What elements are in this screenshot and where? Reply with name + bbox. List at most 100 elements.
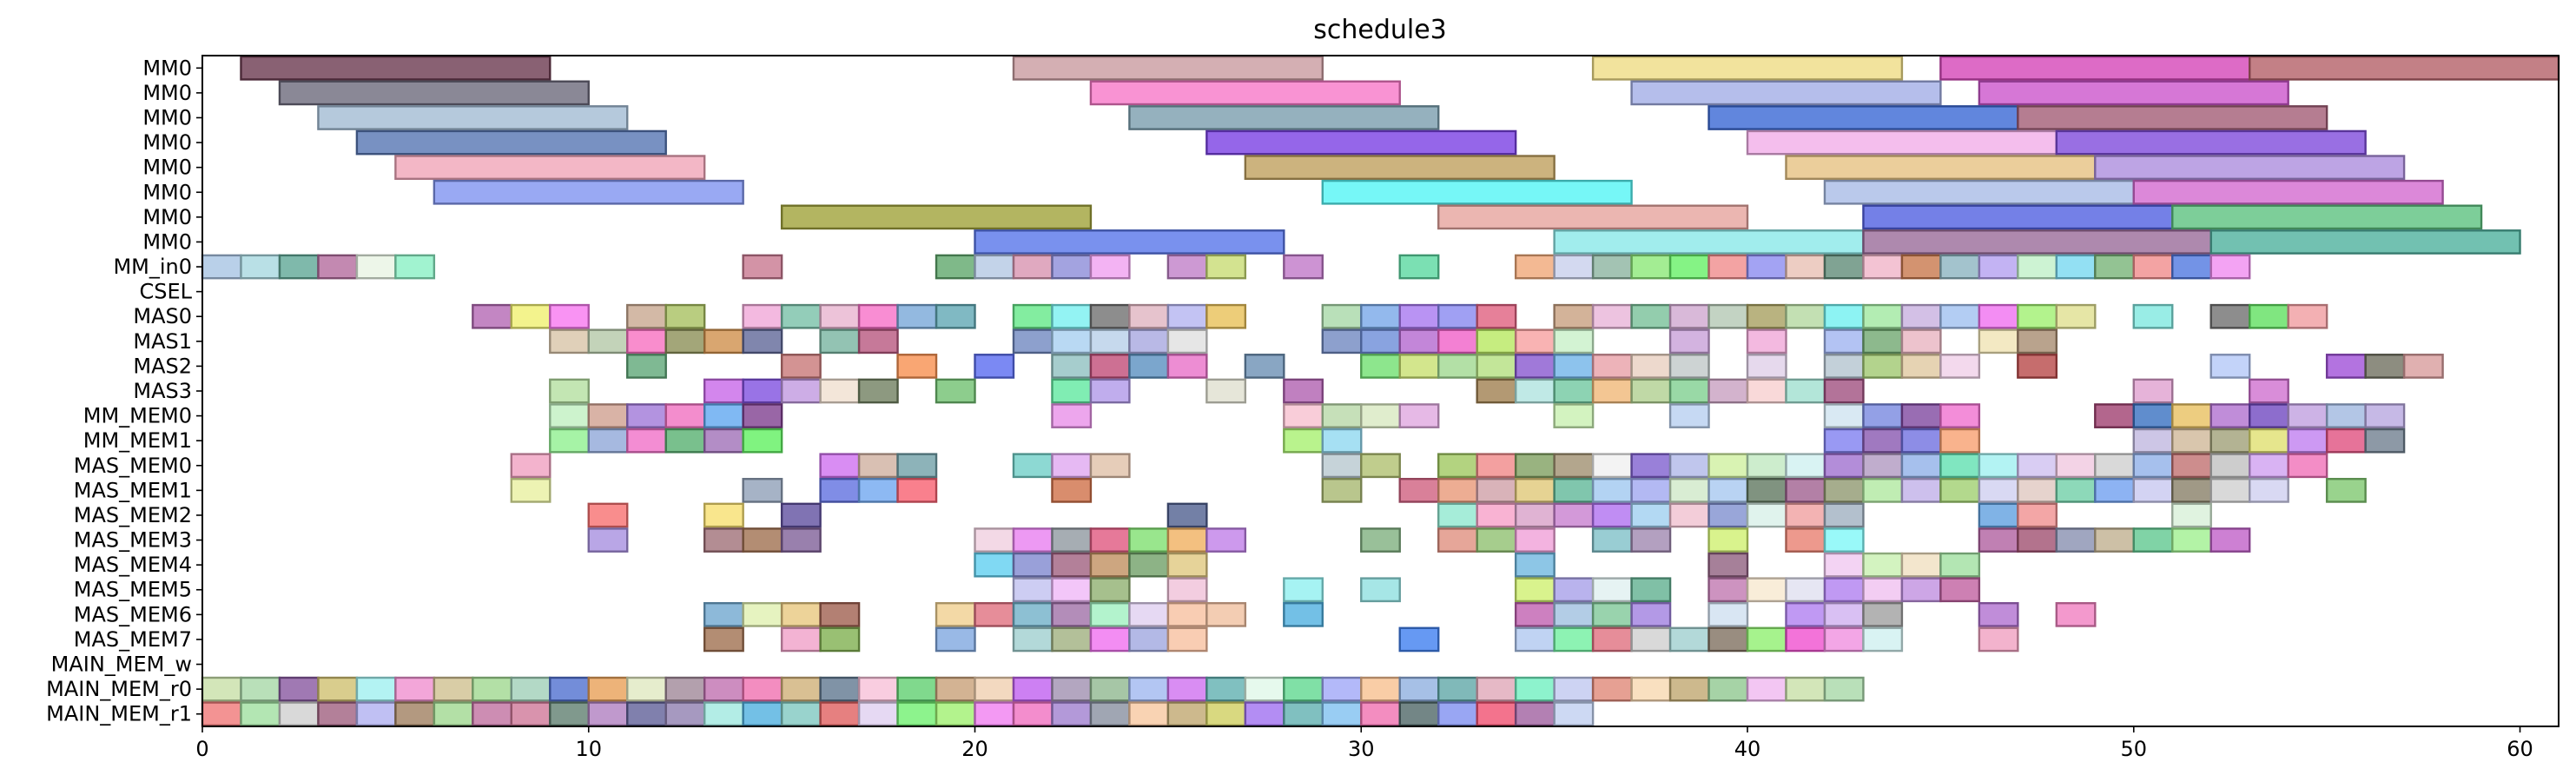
gantt-cell [1014,553,1052,576]
gantt-cell [2095,454,2133,477]
gantt-bar [1245,156,1555,179]
gantt-cell [1786,479,1824,501]
gantt-bar [357,131,666,154]
gantt-cell [2018,479,2056,501]
gantt-cell [1206,603,1245,626]
gantt-cell [1516,553,1554,576]
gantt-cell [1593,479,1631,501]
gantt-cell [821,703,859,726]
gantt-cell [1825,603,1863,626]
gantt-cell [704,678,743,700]
gantt-cell [1477,380,1516,402]
gantt-cell [2134,255,2172,278]
gantt-cell [2172,255,2210,278]
gantt-cell [2057,479,2095,501]
gantt-cell [550,305,588,328]
y-tick-label: MM0 [142,81,192,105]
gantt-cell [2211,479,2249,501]
gantt-cell [1670,355,1708,377]
gantt-bar [2211,230,2520,253]
gantt-cell [1863,454,1901,477]
y-tick-label: MM0 [142,180,192,204]
gantt-cell [1747,628,1786,651]
gantt-cell [1284,703,1322,726]
gantt-bar [241,56,550,79]
gantt-cell [1709,603,1747,626]
gantt-cell [2018,355,2056,377]
gantt-cell [859,330,897,353]
gantt-cell [743,404,782,427]
gantt-cell [589,404,627,427]
gantt-cell [782,504,820,527]
gantt-cell [1825,678,1863,700]
gantt-cell [2249,305,2288,328]
gantt-cell [1014,703,1052,726]
y-tick-label: MM0 [142,156,192,180]
gantt-cell [2327,429,2365,452]
gantt-cell [975,355,1014,377]
gantt-bar [1979,82,2289,104]
gantt-cell [704,528,743,551]
gantt-cell [2172,404,2210,427]
gantt-cell [1438,355,1476,377]
gantt-cell [1168,255,1206,278]
gantt-cell [1168,628,1206,651]
gantt-cell [1593,255,1631,278]
gantt-cell [2172,504,2210,527]
y-tick-label: MM0 [142,105,192,129]
gantt-cell [2211,429,2249,452]
gantt-cell [1593,579,1631,601]
gantt-cell [1902,479,1940,501]
gantt-cell [1593,504,1631,527]
gantt-cell [704,628,743,651]
gantt-cell [357,703,395,726]
gantt-cell [859,305,897,328]
gantt-cell [1709,553,1747,576]
gantt-cell [1323,703,1361,726]
gantt-cell [2018,255,2056,278]
gantt-cell [782,703,820,726]
gantt-cell [1516,678,1554,700]
gantt-cell [1516,454,1554,477]
gantt-cell [512,305,550,328]
gantt-cell [550,429,588,452]
gantt-cell [1709,479,1747,501]
gantt-cell [550,404,588,427]
gantt-cell [1129,528,1167,551]
gantt-bar [1825,181,2134,203]
gantt-cell [1129,355,1167,377]
gantt-cell [821,380,859,402]
gantt-cell [1438,678,1476,700]
gantt-bar [2172,206,2481,229]
gantt-cell [1825,380,1863,402]
x-tick-label: 50 [2120,737,2147,761]
y-tick-label: MM0 [142,229,192,254]
gantt-cell [898,305,936,328]
gantt-cell [1747,454,1786,477]
gantt-cell [782,628,820,651]
gantt-cell [1555,678,1593,700]
gantt-cell [1786,305,1824,328]
gantt-cell [1555,330,1593,353]
y-tick-label: MAS_MEM3 [74,528,192,553]
y-tick-label: MAIN_MEM_r0 [46,677,192,701]
gantt-cell [1709,255,1747,278]
gantt-cell [1052,255,1090,278]
gantt-cell [2134,479,2172,501]
gantt-cell [1052,703,1090,726]
gantt-cell [1709,504,1747,527]
gantt-cell [1168,355,1206,377]
gantt-cell [1902,454,1940,477]
gantt-cell [859,703,897,726]
gantt-cell [627,429,665,452]
gantt-cell [1786,504,1824,527]
gantt-cell [1709,628,1747,651]
gantt-cell [1438,454,1476,477]
gantt-cell [2018,504,2056,527]
gantt-cell [1825,504,1863,527]
gantt-cell [1825,255,1863,278]
gantt-bar [2018,106,2327,129]
gantt-cell [1400,404,1438,427]
gantt-cell [936,255,974,278]
gantt-cell [975,678,1014,700]
